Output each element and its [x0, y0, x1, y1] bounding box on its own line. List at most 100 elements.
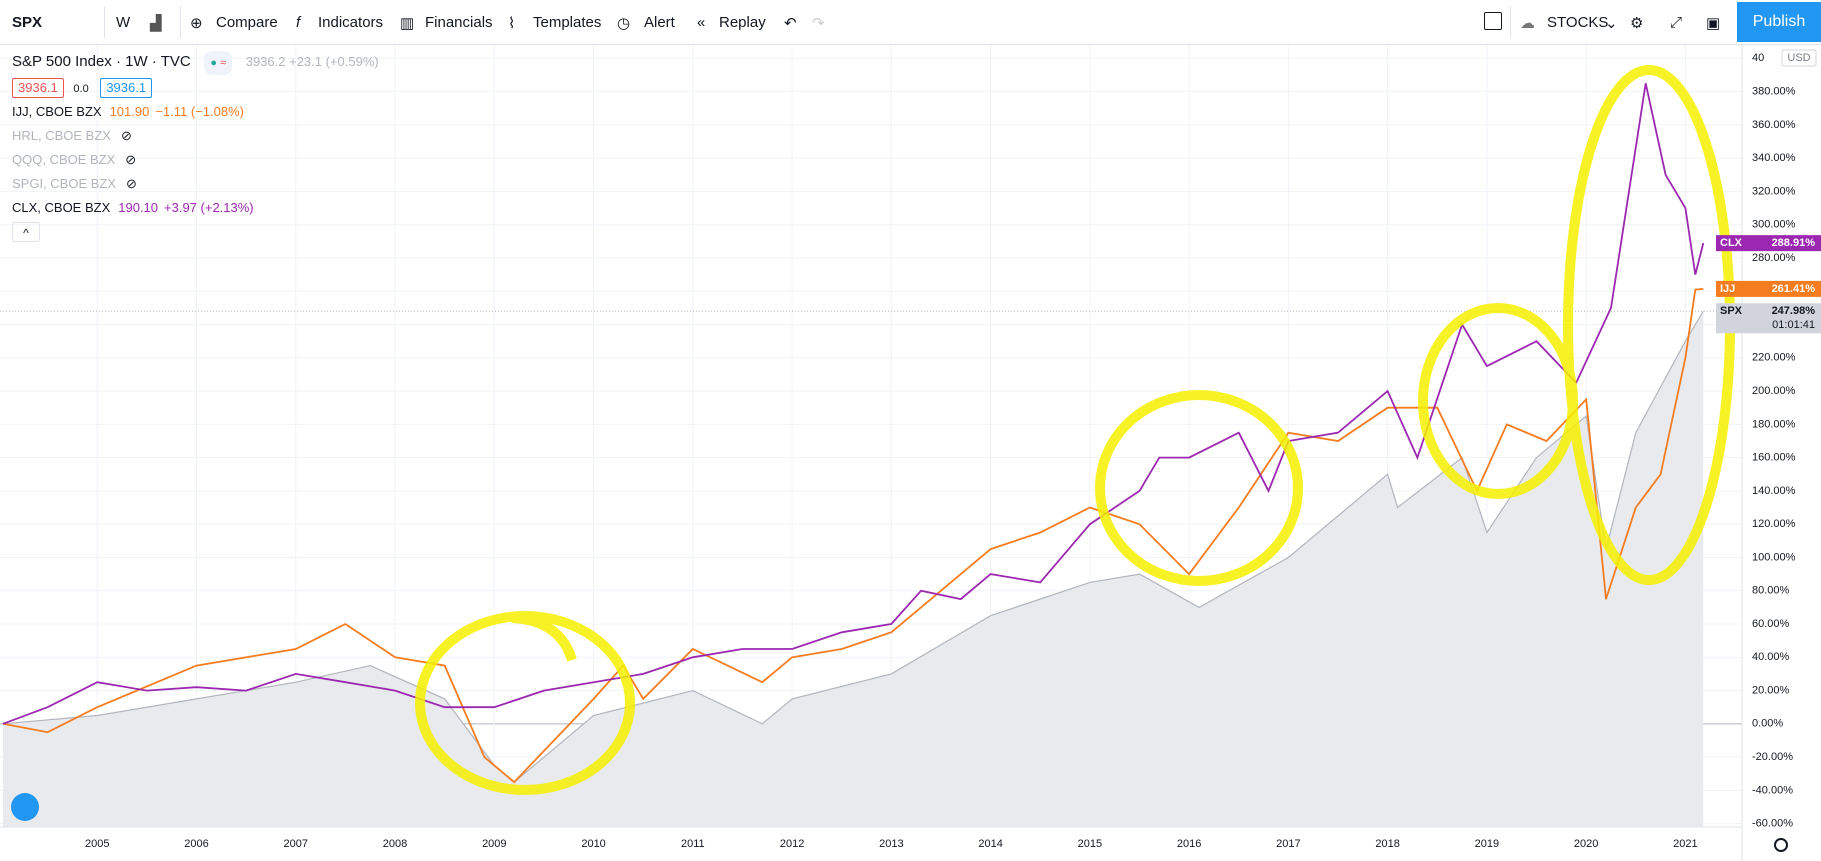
chart-type-icon[interactable]: ▟: [150, 15, 162, 32]
symbol[interactable]: SPX: [12, 14, 43, 31]
x-tick-label: 2015: [1078, 838, 1102, 850]
price-tag-value: 247.98%: [1772, 305, 1816, 317]
quote-row: 3936.1 0.0 3936.1: [12, 76, 379, 100]
hidden-icon[interactable]: ⊘: [125, 152, 137, 167]
y-tick-label: 380.00%: [1752, 85, 1796, 97]
templates[interactable]: Templates: [533, 14, 602, 31]
legend-row: QQQ, CBOE BZX ⊘: [12, 148, 379, 172]
x-tick-label: 2021: [1673, 838, 1697, 850]
cloud-icon[interactable]: ☁: [1520, 15, 1535, 32]
x-tick-label: 2007: [284, 838, 308, 850]
undo[interactable]: ↶: [784, 15, 797, 32]
x-tick-label: 2016: [1177, 838, 1201, 850]
y-tick-label: 360.00%: [1752, 119, 1796, 131]
price-scale: [1742, 45, 1821, 861]
x-tick-label: 2005: [85, 838, 109, 850]
price-tag: [1716, 235, 1821, 252]
price-tag: [1716, 303, 1821, 334]
y-tick-label: 40.00%: [1752, 651, 1790, 663]
separator: [180, 6, 181, 38]
x-tick-label: 2009: [482, 838, 506, 850]
financials[interactable]: Financials: [425, 14, 493, 31]
legend-row: HRL, CBOE BZX ⊘: [12, 124, 379, 148]
x-tick-label: 2018: [1375, 838, 1399, 850]
y-tick-label: 320.00%: [1752, 185, 1796, 197]
compare-icon[interactable]: ⊕: [190, 15, 203, 32]
collapse-button[interactable]: ^: [12, 222, 40, 242]
toolbar: SPX W ▟ ⊕ Compare f Indicators ▥ Financi…: [0, 0, 1821, 45]
y-tick-label: 40: [1752, 52, 1764, 64]
templates-icon[interactable]: ⌇: [508, 15, 516, 32]
spread: 0.0: [73, 83, 89, 95]
countdown: 01:01:41: [1772, 319, 1815, 331]
settings[interactable]: ⚙: [1630, 15, 1644, 32]
main-title: S&P 500 Index · 1W · TVC: [12, 53, 191, 70]
separator: [104, 6, 105, 38]
main-legend: S&P 500 Index · 1W · TVC ● ≈ 3936.2 +23.…: [12, 50, 379, 75]
dropdown[interactable]: ⌄: [1605, 15, 1618, 32]
publish-button[interactable]: Publish: [1737, 2, 1821, 42]
y-tick-label: 280.00%: [1752, 252, 1796, 264]
main-price: 3936.2: [245, 54, 286, 69]
series-change: +3.97 (+2.13%): [164, 200, 254, 215]
market[interactable]: STOCKS: [1547, 14, 1609, 31]
logo[interactable]: [11, 793, 39, 821]
y-tick-label: 180.00%: [1752, 418, 1796, 430]
price-tag-value: 261.41%: [1772, 283, 1816, 295]
price-tag-value: 288.91%: [1772, 237, 1816, 249]
bid[interactable]: 3936.1: [12, 78, 64, 98]
replay-icon[interactable]: «: [697, 14, 706, 31]
y-tick-label: 100.00%: [1752, 551, 1796, 563]
y-tick-label: -40.00%: [1752, 784, 1793, 796]
hidden-icon[interactable]: ⊘: [120, 128, 132, 143]
x-tick-label: 2011: [681, 838, 705, 850]
alert-icon[interactable]: ◷: [617, 15, 631, 32]
compare[interactable]: Compare: [216, 14, 278, 31]
y-tick-label: 80.00%: [1752, 585, 1790, 597]
series-line: [2, 310, 1704, 783]
x-tick-label: 2017: [1276, 838, 1300, 850]
alert[interactable]: Alert: [644, 14, 675, 31]
series-change: −1.11 (−1.08%): [155, 104, 244, 119]
legend: S&P 500 Index · 1W · TVC ● ≈ 3936.2 +23.…: [12, 50, 379, 242]
y-tick-label: 200.00%: [1752, 385, 1796, 397]
replay[interactable]: Replay: [719, 14, 766, 31]
snapshot[interactable]: ▣: [1706, 15, 1721, 32]
legend-row: IJJ, CBOE BZX 101.90 −1.11 (−1.08%): [12, 100, 379, 124]
legend-row: CLX, CBOE BZX 190.10 +3.97 (+2.13%): [12, 196, 379, 220]
redo[interactable]: ↷: [812, 15, 825, 32]
y-tick-label: 60.00%: [1752, 618, 1790, 630]
x-tick-label: 2020: [1574, 838, 1598, 850]
indicators[interactable]: Indicators: [318, 14, 384, 31]
legend-row: SPGI, CBOE BZX ⊘: [12, 172, 379, 196]
series-price: 101.90: [109, 104, 150, 119]
series-name: SPGI, CBOE BZX: [12, 176, 117, 191]
price-tag: [1716, 280, 1821, 297]
hidden-icon[interactable]: ⊘: [126, 176, 137, 191]
annotation-circle: [1095, 390, 1303, 586]
currency: USD: [1787, 52, 1810, 64]
x-tick-label: 2012: [780, 838, 804, 850]
series-name: CLX, CBOE BZX: [12, 200, 111, 215]
fullscreen[interactable]: ⤢: [1670, 14, 1683, 31]
series-legend: IJJ, CBOE BZX 101.90 −1.11 (−1.08%) HRL, CB…: [12, 100, 379, 220]
indicators-icon[interactable]: f: [296, 14, 301, 31]
x-tick-label: 2010: [581, 838, 605, 850]
settings-icon[interactable]: [1774, 838, 1788, 852]
y-tick-label: 160.00%: [1752, 452, 1796, 464]
area: [2, 311, 1704, 827]
separator: [1510, 6, 1511, 38]
series-name: IJJ, CBOE BZX: [12, 104, 102, 119]
y-tick-label: 140.00%: [1752, 485, 1796, 497]
y-tick-label: 120.00%: [1752, 518, 1796, 530]
interval[interactable]: W: [116, 14, 131, 31]
x-tick-label: 2013: [879, 838, 903, 850]
layout-icon[interactable]: [1484, 12, 1502, 30]
ask[interactable]: 3936.1: [100, 78, 153, 98]
x-tick-label: 2014: [978, 838, 1002, 850]
annotation-stroke: [511, 613, 577, 662]
price-tag-name: SPX: [1720, 305, 1743, 317]
financials-icon[interactable]: ▥: [400, 15, 415, 32]
series-price: 190.10: [118, 200, 159, 215]
